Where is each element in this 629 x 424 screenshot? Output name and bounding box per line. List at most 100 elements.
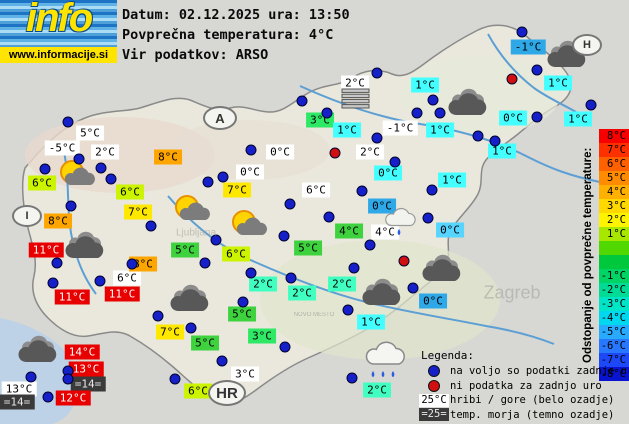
info-logo[interactable]: info www.informacije.si bbox=[0, 0, 117, 63]
temp-label: 12°C bbox=[55, 390, 91, 406]
blue-station-dot bbox=[434, 107, 446, 119]
legend-text: na voljo so podatki zadnje ure bbox=[450, 365, 629, 378]
colorbar-band: 4°C bbox=[599, 185, 629, 199]
temp-label: -1°C bbox=[382, 120, 418, 136]
red-dot-icon bbox=[421, 379, 447, 392]
temp-label: 5°C bbox=[76, 125, 104, 141]
temp-label: 2°C bbox=[288, 285, 316, 301]
blue-station-dot bbox=[126, 258, 138, 270]
darkcloud-icon bbox=[15, 335, 61, 369]
blue-dot bbox=[428, 365, 440, 378]
blue-station-dot bbox=[51, 257, 63, 269]
temp-label: 4°C bbox=[335, 223, 363, 239]
temp-label: 0°C bbox=[419, 293, 447, 309]
colorbar-band: 1°C bbox=[599, 227, 629, 241]
blue-station-dot bbox=[152, 310, 164, 322]
blue-station-dot bbox=[516, 26, 528, 38]
country-sign-hr: HR bbox=[208, 380, 246, 406]
temp-label: 6°C bbox=[116, 184, 144, 200]
header-data-source: Vir podatkov: ARSO bbox=[122, 47, 269, 63]
temp-label: 1°C bbox=[411, 77, 439, 93]
temp-label: 1°C bbox=[438, 172, 466, 188]
temp-label: 1°C bbox=[426, 122, 454, 138]
header-date: Datum: 02.12.2025 ura: 13:50 bbox=[122, 7, 350, 23]
colorbar-band: 5°C bbox=[599, 171, 629, 185]
suncloud-icon bbox=[169, 194, 211, 230]
country-sign-h: H bbox=[572, 34, 602, 56]
blue-station-dot bbox=[585, 99, 597, 111]
temp-label: 7°C bbox=[223, 182, 251, 198]
city-label: NOVO MESTO bbox=[293, 312, 335, 318]
colorbar-band: -6°C bbox=[599, 339, 629, 353]
blue-station-dot bbox=[185, 322, 197, 334]
logo-url-bar: www.informacije.si bbox=[0, 47, 117, 63]
colorbar: 8°C 7°C 6°C 5°C 4°C 3°C 2°C 1°C -1°C -2°C -3°C -4°C… bbox=[599, 129, 629, 381]
blue-station-dot bbox=[321, 107, 333, 119]
temp-label: 1°C bbox=[544, 75, 572, 91]
temp-label: 1°C bbox=[357, 314, 385, 330]
colorbar-band: 3°C bbox=[599, 199, 629, 213]
blue-station-dot bbox=[284, 198, 296, 210]
blue-station-dot bbox=[531, 111, 543, 123]
city-label: Ljubljana bbox=[175, 227, 217, 239]
dark-chip: =25= bbox=[419, 408, 449, 422]
blue-station-dot bbox=[348, 262, 360, 274]
legend-text: hribi / gore (belo ozadje) bbox=[450, 394, 615, 407]
legend-chip: 25°C bbox=[419, 393, 449, 407]
temp-label: 2°C bbox=[249, 276, 277, 292]
blue-station-dot bbox=[145, 220, 157, 232]
darkcloud-icon bbox=[167, 284, 213, 318]
blue-station-dot bbox=[285, 272, 297, 284]
country-sign-a: A bbox=[203, 106, 237, 130]
darkcloud-icon bbox=[62, 231, 108, 265]
blue-station-dot bbox=[105, 173, 117, 185]
colorbar-band: -3°C bbox=[599, 297, 629, 311]
blue-station-dot bbox=[342, 304, 354, 316]
blue-station-dot bbox=[472, 130, 484, 142]
colorbar-band: -5°C bbox=[599, 325, 629, 339]
temp-label: 6°C bbox=[184, 383, 212, 399]
temp-label: 0°C bbox=[266, 144, 294, 160]
blue-station-dot bbox=[237, 296, 249, 308]
temp-label: 1°C bbox=[488, 143, 516, 159]
red-dot bbox=[428, 379, 440, 392]
red-station-dot bbox=[506, 73, 518, 85]
temp-label: 0°C bbox=[436, 222, 464, 238]
colorbar-title: Odstopanje od povprečne temperature: bbox=[582, 147, 594, 363]
temp-label: 14°C bbox=[64, 344, 100, 360]
blue-station-dot bbox=[422, 212, 434, 224]
temp-label: 7°C bbox=[124, 204, 152, 220]
blue-station-dot bbox=[407, 282, 419, 294]
legend-text: ni podatka za zadnjo uro bbox=[450, 379, 602, 392]
blue-station-dot bbox=[426, 184, 438, 196]
blue-station-dot bbox=[95, 162, 107, 174]
blue-station-dot bbox=[217, 171, 229, 183]
temp-label: 6°C bbox=[113, 270, 141, 286]
blue-station-dot bbox=[371, 67, 383, 79]
blue-station-dot bbox=[65, 200, 77, 212]
blue-station-dot bbox=[199, 257, 211, 269]
blue-station-dot bbox=[47, 277, 59, 289]
blue-station-dot bbox=[73, 153, 85, 165]
colorbar-band: -2°C bbox=[599, 283, 629, 297]
legend-item: =25= temp. morja (temno ozadje) bbox=[419, 408, 629, 423]
blue-station-dot bbox=[202, 176, 214, 188]
blue-station-dot bbox=[216, 355, 228, 367]
blue-station-dot bbox=[39, 163, 51, 175]
temp-label: =14= bbox=[0, 394, 35, 410]
country-sign-i: I bbox=[12, 205, 42, 227]
temp-label: 8°C bbox=[44, 213, 72, 229]
blue-station-dot bbox=[210, 234, 222, 246]
temp-label: 3°C bbox=[231, 366, 259, 382]
temp-label: 4°C bbox=[371, 224, 399, 240]
logo-url: www.informacije.si bbox=[8, 49, 109, 61]
temp-label: -5°C bbox=[44, 140, 80, 156]
colorbar-band: 2°C bbox=[599, 213, 629, 227]
blue-station-dot bbox=[25, 371, 37, 383]
blue-station-dot bbox=[489, 135, 501, 147]
colorbar-band bbox=[599, 241, 629, 255]
red-station-dot bbox=[329, 147, 341, 159]
colorbar-band: 7°C bbox=[599, 143, 629, 157]
colorbar-band: -1°C bbox=[599, 269, 629, 283]
colorbar-band: 6°C bbox=[599, 157, 629, 171]
